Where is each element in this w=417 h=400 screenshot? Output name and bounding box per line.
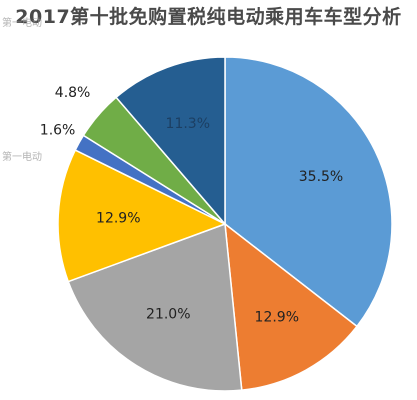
watermark-top: 第一电动 (2, 18, 42, 29)
slice-label: 4.8% (55, 85, 91, 101)
slice-label: 35.5% (299, 169, 343, 185)
pie-slice (57, 149, 227, 283)
watermark-left: 第一电动 (2, 152, 42, 163)
slice-label: 12.9% (255, 310, 299, 326)
slice-label: 1.6% (40, 123, 76, 139)
slice-label: 11.3% (166, 116, 210, 132)
pie-slice (115, 56, 226, 227)
chart-title: 2017第十批免购置税纯电动乘用车车型分析 (15, 6, 402, 28)
pie-slice (224, 222, 359, 391)
slice-label: 12.9% (96, 210, 140, 226)
pie-slices (57, 56, 393, 392)
slice-label: 21.0% (146, 307, 190, 323)
pie-labels: 35.5% 12.9% 21.0% 12.9% 1.6% 4.8% 11.3% (40, 85, 343, 326)
pie-slice (224, 56, 393, 328)
